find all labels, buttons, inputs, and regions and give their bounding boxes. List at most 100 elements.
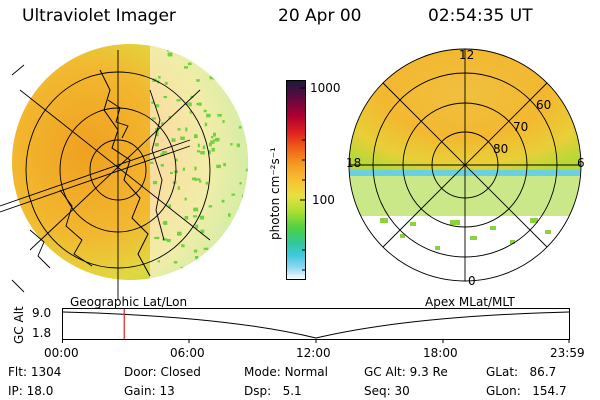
speckle xyxy=(213,132,216,137)
speckle xyxy=(221,199,225,203)
glat-value: 86.7 xyxy=(529,365,557,379)
speckle xyxy=(213,139,218,142)
speckle xyxy=(163,44,168,47)
speckle xyxy=(176,99,181,102)
speckle xyxy=(194,58,199,62)
mlt-label-6: 6 xyxy=(577,156,585,170)
glat-label: GLat: xyxy=(486,365,519,379)
speckle xyxy=(202,145,206,150)
speckle xyxy=(179,290,181,292)
speckle xyxy=(217,113,222,117)
speckle xyxy=(211,136,214,139)
speckle xyxy=(192,215,198,218)
colorbar-tick-1000: 1000 xyxy=(310,81,341,95)
speckle xyxy=(220,44,223,47)
x-tick-0000: 00:00 xyxy=(44,346,79,360)
speckle xyxy=(185,127,188,132)
speckle xyxy=(194,166,197,171)
mode-value: Normal xyxy=(284,365,328,379)
speckle xyxy=(151,117,156,120)
time-label: 02:54:35 UT xyxy=(428,6,533,26)
speckle xyxy=(196,150,201,153)
speckle xyxy=(152,180,158,185)
lat-label-60: 60 xyxy=(536,98,552,112)
speckle xyxy=(155,104,160,108)
speckle xyxy=(215,78,220,81)
date-label: 20 Apr 00 xyxy=(278,6,362,26)
glon-value: 154.7 xyxy=(532,384,567,398)
speckle xyxy=(200,151,205,155)
mlt-label-12: 12 xyxy=(459,48,475,62)
speckle xyxy=(246,263,248,266)
speckle xyxy=(193,207,199,212)
y-tick-9: 9.0 xyxy=(32,306,52,320)
speckle xyxy=(160,164,164,167)
speckle xyxy=(204,122,208,127)
speckle xyxy=(211,147,215,152)
speckle xyxy=(195,258,200,262)
speckle xyxy=(181,244,185,248)
speckle xyxy=(205,181,209,185)
lat-label-70: 70 xyxy=(513,120,529,134)
speckle xyxy=(195,224,199,229)
speckle xyxy=(199,180,202,183)
x-tick-1200: 12:00 xyxy=(296,346,331,360)
speckle xyxy=(194,177,197,181)
speckle xyxy=(154,143,159,147)
speckle xyxy=(176,279,179,280)
gcalt-value: 9.3 Re xyxy=(409,365,448,379)
mode-label: Mode: xyxy=(244,365,281,379)
speckle xyxy=(205,287,209,291)
speckle xyxy=(216,164,221,169)
speckle xyxy=(158,75,161,79)
speckle xyxy=(205,46,209,49)
speckle xyxy=(244,115,248,120)
colorbar-tick-100: 100 xyxy=(312,193,335,207)
speckle xyxy=(183,66,189,69)
speckle xyxy=(163,95,167,99)
speckle xyxy=(166,49,170,52)
speckle xyxy=(239,182,242,185)
speckle xyxy=(184,215,189,220)
speckle xyxy=(213,76,218,80)
speckle xyxy=(202,275,206,279)
mlt-label-0: 0 xyxy=(468,274,476,288)
speckle xyxy=(162,151,167,154)
speckle xyxy=(233,84,237,88)
mode-info: Mode: Normal xyxy=(244,365,328,379)
seq-value: 30 xyxy=(394,384,410,398)
speckle xyxy=(222,119,225,123)
speckle xyxy=(180,136,185,140)
speckle xyxy=(150,285,154,287)
speckle xyxy=(238,276,242,280)
speckle xyxy=(194,255,199,259)
speckle xyxy=(228,213,231,217)
colorbar xyxy=(286,80,306,280)
speckle xyxy=(230,143,233,146)
gcalt-info: GC Alt: 9.3 Re xyxy=(364,365,448,379)
speckle xyxy=(190,95,194,98)
seq-info: Seq: 30 xyxy=(364,384,410,398)
speckle xyxy=(212,61,216,64)
colorbar-unit-label: photon cm⁻²s⁻¹ xyxy=(268,147,282,240)
speckle xyxy=(164,81,168,85)
speckle xyxy=(187,270,193,275)
apex-mlat-mlt-label: Apex MLat/MLT xyxy=(425,295,515,309)
geo-latlon-label: Geographic Lat/Lon xyxy=(70,295,188,309)
speckle xyxy=(167,238,171,243)
door-label: Door: xyxy=(124,365,157,379)
glon-label: GLon: xyxy=(486,384,521,398)
speckle xyxy=(234,278,238,280)
speckle xyxy=(238,126,242,129)
ip-label: IP: xyxy=(8,384,23,398)
speckle xyxy=(193,134,198,139)
x-tick-2359: 23:59 xyxy=(550,346,585,360)
speckle xyxy=(199,53,203,56)
speckle xyxy=(168,204,172,208)
speckle xyxy=(245,168,248,172)
speckle xyxy=(196,282,201,285)
speckle xyxy=(151,101,154,104)
speckle xyxy=(239,207,243,212)
speckle xyxy=(155,132,159,137)
speckle xyxy=(160,153,165,156)
